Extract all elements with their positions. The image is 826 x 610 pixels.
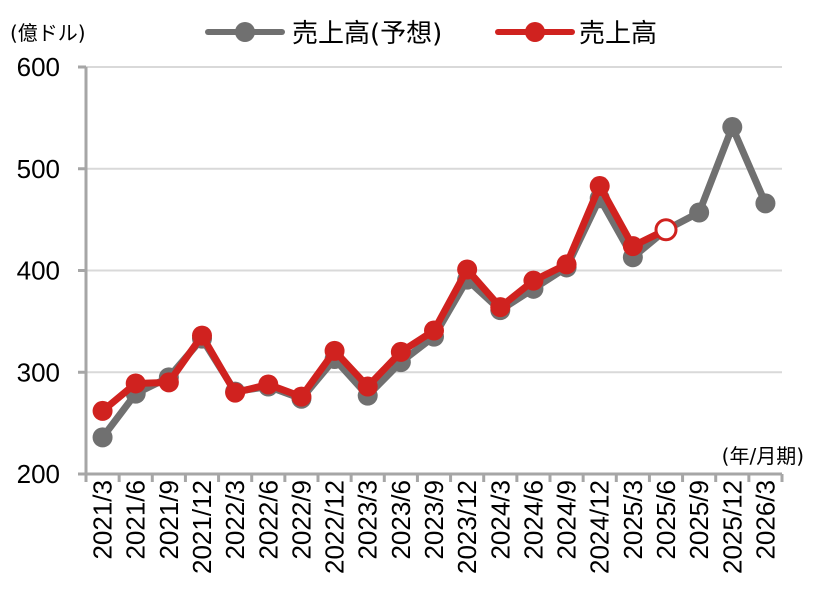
- data-point: [622, 236, 643, 257]
- legend-item-forecast: 売上高(予想): [205, 19, 442, 49]
- x-tick-labels: 2021/3 2021/6 2021/9 2021/12 2022/3 2022/6 202…: [88, 480, 781, 574]
- legend-actual-label: 売上高: [579, 19, 657, 49]
- data-point: [357, 376, 378, 397]
- x-tick-label: 2023/6: [386, 480, 416, 560]
- data-point: [689, 202, 710, 223]
- x-tick-label: 2023/9: [419, 480, 449, 560]
- series-layer: [92, 117, 776, 448]
- x-tick-label: 2021/6: [121, 480, 151, 560]
- y-unit-label: (億ドル): [10, 21, 86, 45]
- series-line: [99, 123, 769, 441]
- data-point: [92, 427, 113, 448]
- x-tick-label: 2024/9: [552, 480, 582, 560]
- y-tick-label: 300: [17, 357, 60, 387]
- x-tick-label: 2022/3: [220, 480, 250, 560]
- data-point: [424, 320, 444, 341]
- data-point: [589, 176, 610, 197]
- y-tick-labels: 200 300 400 500 600: [17, 52, 60, 489]
- x-tick-label: 2025/12: [717, 480, 747, 574]
- x-tick-label: 2024/3: [485, 480, 515, 560]
- data-point: [192, 325, 212, 346]
- x-tick-label: 2022/9: [286, 480, 316, 560]
- data-point: [158, 372, 179, 393]
- y-tick-label: 200: [17, 459, 60, 489]
- x-tick-label: 2024/6: [518, 480, 548, 560]
- x-tick-label: 2025/9: [684, 480, 714, 560]
- data-point: [457, 259, 478, 280]
- x-unit-label: (年/月期): [722, 444, 804, 468]
- x-tick-label: 2023/12: [452, 480, 482, 574]
- y-tick-label: 400: [17, 256, 60, 286]
- data-point: [390, 341, 411, 362]
- x-tick-label: 2026/3: [750, 480, 780, 560]
- data-point: [755, 193, 776, 214]
- series-1: [92, 176, 678, 421]
- x-tick-label: 2021/9: [154, 480, 184, 560]
- data-point: [225, 382, 246, 403]
- x-tick-label: 2022/6: [253, 480, 283, 560]
- x-tick-label: 2021/12: [187, 480, 217, 574]
- data-point: [92, 400, 113, 421]
- x-tick-label: 2023/3: [353, 480, 383, 560]
- data-point: [291, 386, 312, 407]
- x-tick-label: 2024/12: [585, 480, 615, 574]
- x-tick-label: 2025/6: [651, 480, 681, 560]
- legend-actual-marker: [525, 22, 545, 42]
- data-point: [523, 270, 544, 291]
- legend-forecast-marker: [235, 22, 255, 42]
- gridlines: [78, 65, 782, 476]
- data-point: [654, 218, 678, 242]
- legend-forecast-label: 売上高(予想): [292, 19, 442, 49]
- x-tick-label: 2021/3: [88, 480, 118, 560]
- x-tick-marks: [84, 474, 784, 482]
- data-point: [125, 373, 146, 394]
- y-tick-label: 600: [17, 52, 60, 82]
- x-tick-label: 2025/3: [618, 480, 648, 560]
- series-0: [92, 117, 776, 448]
- data-point: [490, 297, 511, 318]
- data-point: [258, 374, 279, 395]
- legend-item-actual: 売上高: [495, 19, 657, 49]
- data-point: [556, 254, 577, 275]
- y-tick-label: 500: [17, 154, 60, 184]
- legend: 売上高(予想) 売上高: [205, 19, 657, 49]
- data-point: [722, 117, 743, 138]
- data-point: [324, 340, 345, 361]
- x-tick-label: 2022/12: [320, 480, 350, 574]
